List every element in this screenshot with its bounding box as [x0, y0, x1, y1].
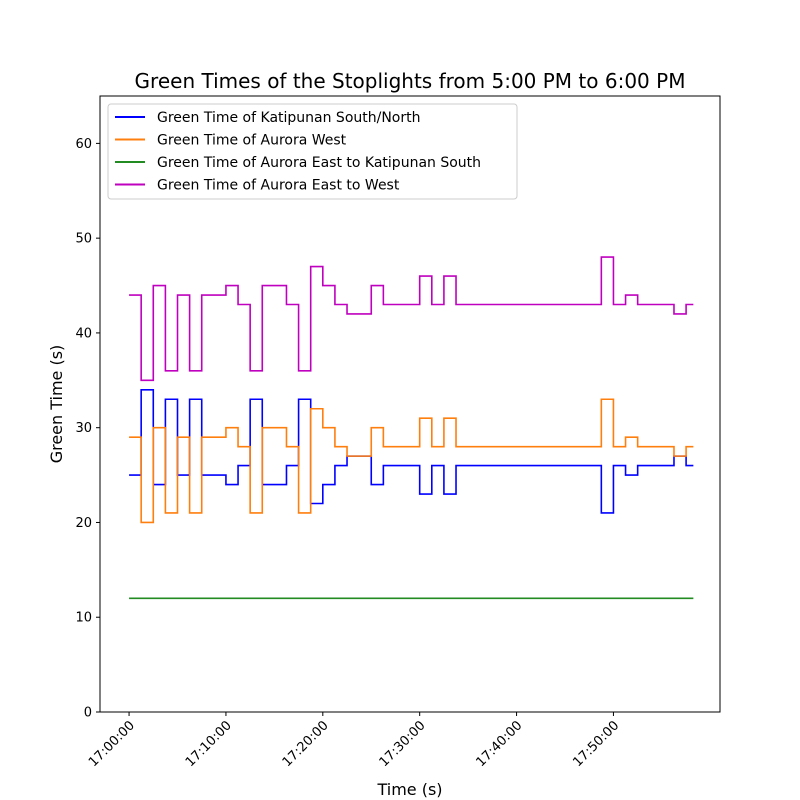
x-tick-label: 17:20:00 — [280, 718, 332, 770]
y-axis: 0 10 20 30 40 50 60 — [75, 137, 100, 721]
y-axis-label: Green Time (s) — [47, 345, 66, 464]
y-tick-label: 0 — [84, 706, 92, 721]
y-tick-label: 50 — [75, 232, 92, 247]
y-tick-label: 40 — [75, 326, 92, 341]
x-tick-label: 17:00:00 — [86, 718, 138, 770]
legend-label: Green Time of Katipunan South/North — [157, 110, 421, 126]
series-line-2 — [129, 398, 694, 524]
y-tick-label: 60 — [75, 137, 92, 152]
legend-label: Green Time of Aurora East to Katipunan S… — [157, 155, 481, 171]
x-tick-label: 17:50:00 — [570, 718, 622, 770]
y-tick-label: 30 — [75, 421, 92, 436]
series-line-1 — [129, 388, 694, 514]
x-tick-label: 17:30:00 — [377, 718, 429, 770]
x-axis: 17:00:00 17:10:00 17:20:00 17:30:00 17:40:00… — [86, 712, 622, 770]
x-tick-label: 17:10:00 — [183, 718, 235, 770]
x-tick-label: 17:40:00 — [473, 718, 525, 770]
y-tick-label: 10 — [75, 611, 92, 626]
legend-box — [107, 103, 518, 200]
x-axis-label: Time (s) — [376, 780, 442, 799]
series-line-4 — [129, 256, 694, 382]
legend: Green Time of Katipunan South/North Green… — [107, 103, 518, 200]
plot-lines — [129, 256, 694, 600]
legend-label: Green Time of Aurora West — [157, 133, 347, 149]
chart-title: Green Times of the Stoplights from 5:00 … — [135, 69, 686, 93]
legend-label: Green Time of Aurora East to West — [157, 178, 400, 194]
y-tick-label: 20 — [75, 516, 92, 531]
plot-frame — [99, 95, 721, 713]
